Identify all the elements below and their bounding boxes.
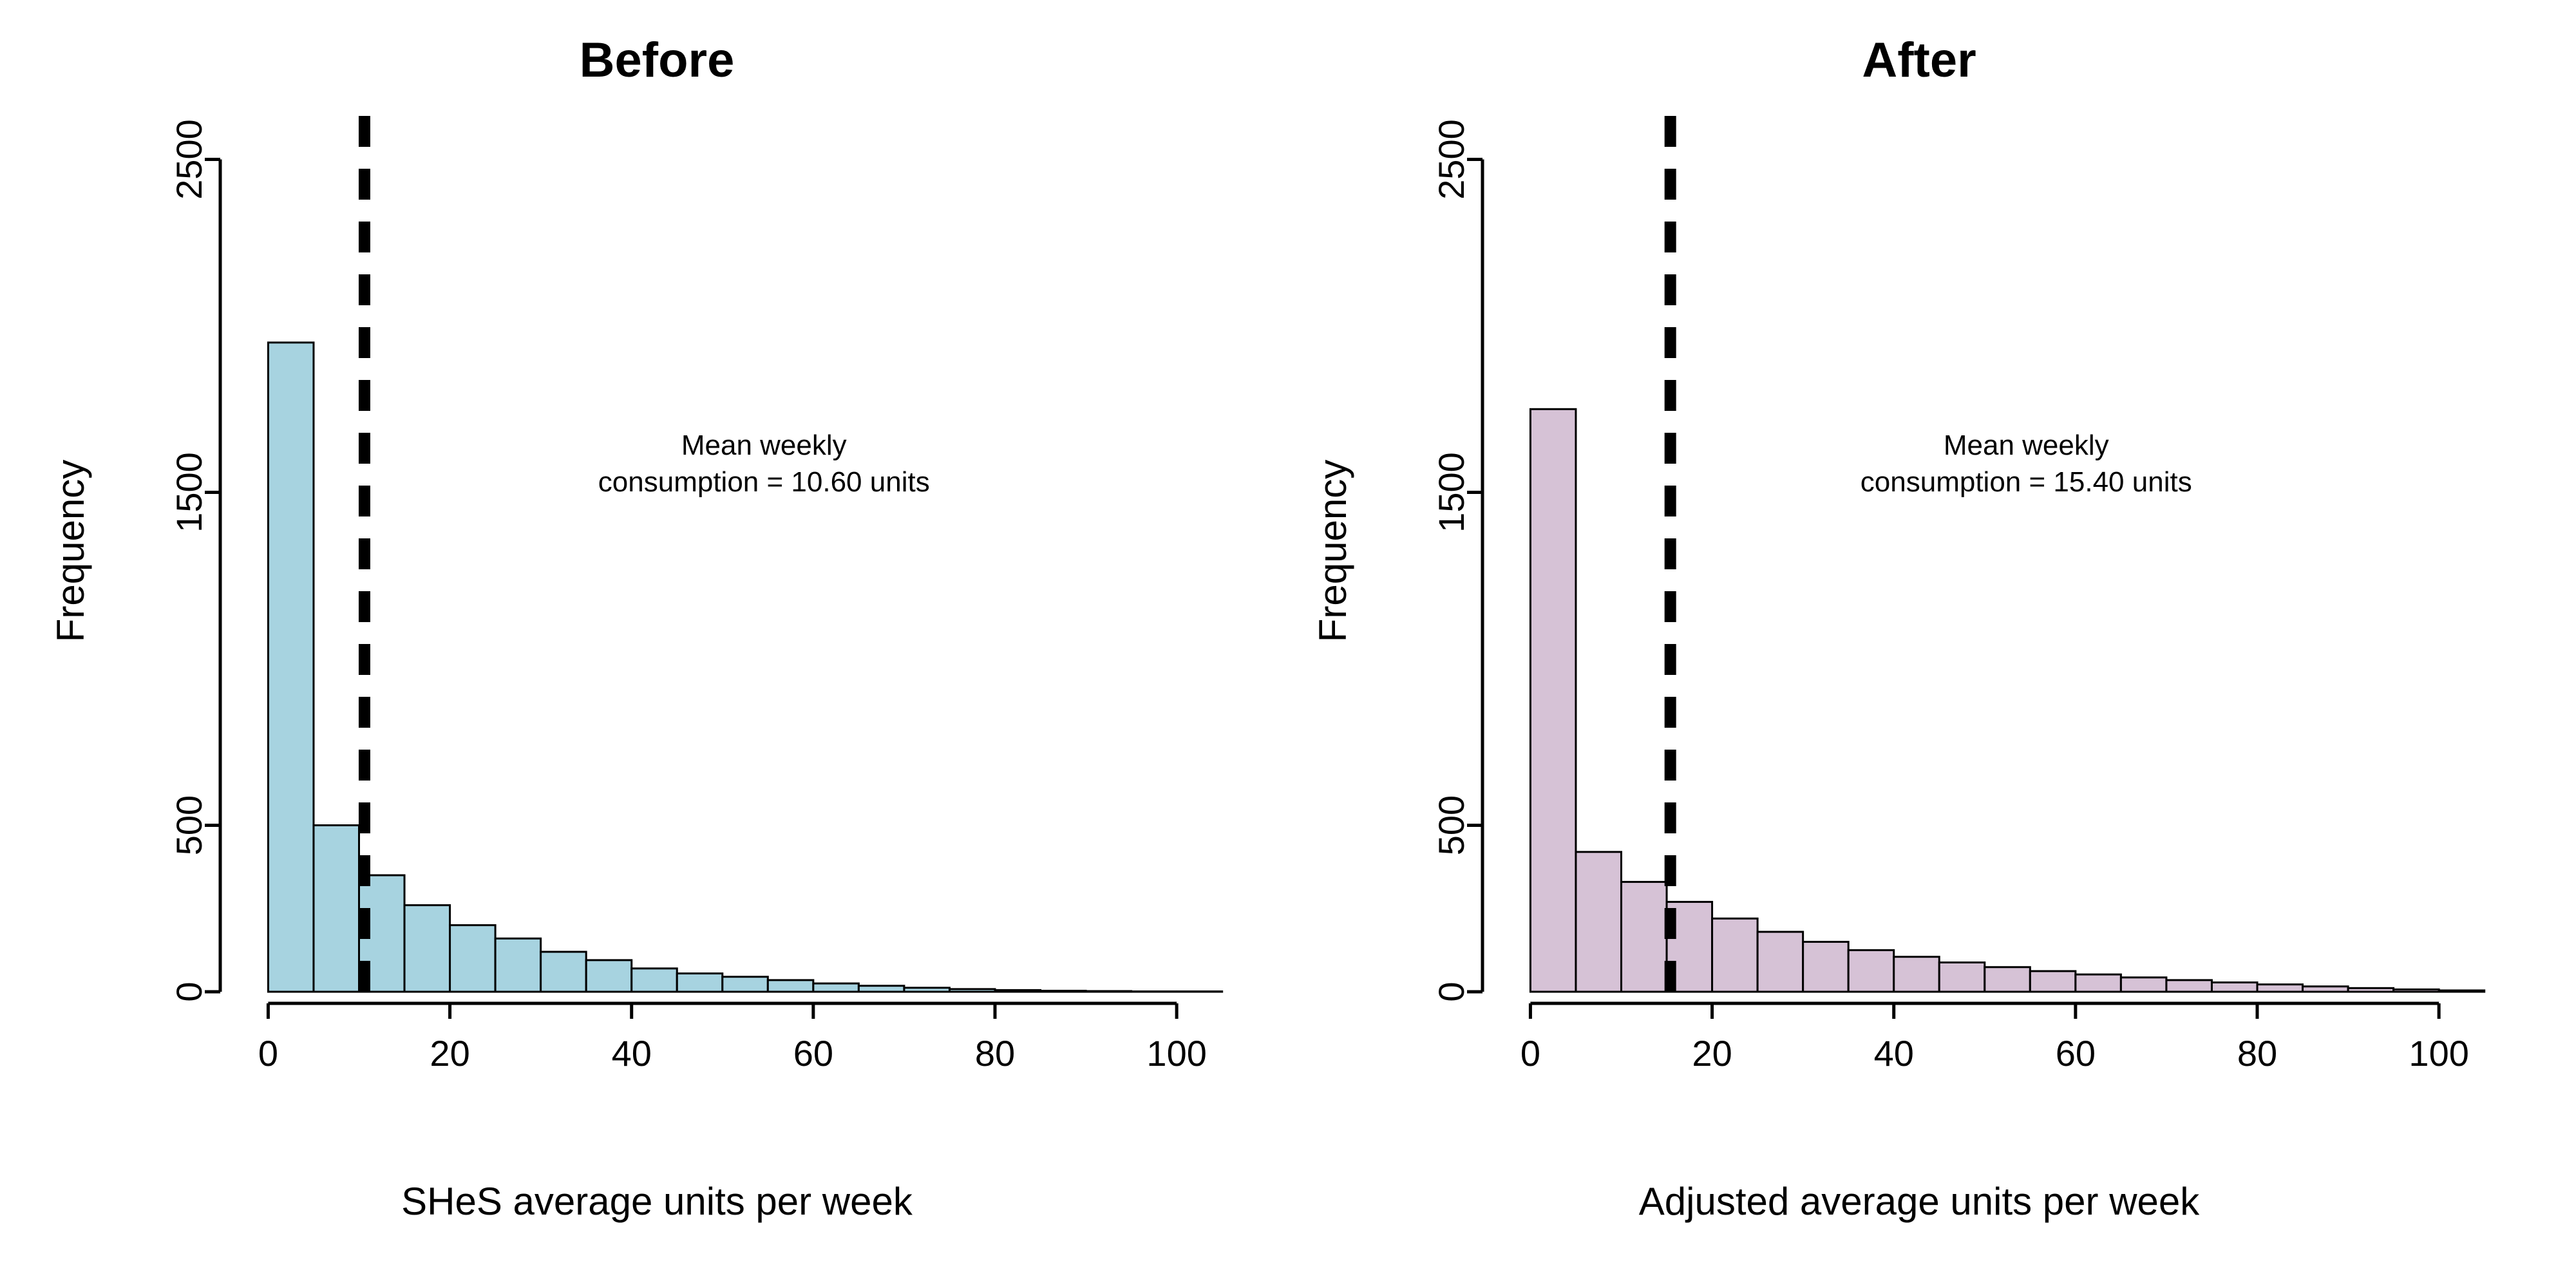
x-tick-label: 0 [1520,1033,1540,1074]
histogram-bar [314,826,359,992]
annotation-after-line1: Mean weekly [1944,430,2109,461]
histogram-bar [1985,967,2031,992]
histogram-bar [1622,882,1667,992]
histogram-bar [1041,990,1086,992]
histogram-bar [2303,987,2349,992]
annotation-after: Mean weekly consumption = 15.40 units [1861,427,2192,500]
histogram-bar [541,952,587,992]
histogram-bar [995,990,1041,992]
histogram-bar [586,960,632,992]
y-tick-label: 1500 [1431,452,1472,533]
y-tick-label: 2500 [1431,119,1472,200]
histogram-bar [904,988,950,992]
histogram-bar [2121,978,2166,992]
histogram-bar [949,989,995,992]
histogram-bar [1894,957,1940,992]
x-tick-label: 40 [1874,1033,1914,1074]
x-tick-label: 80 [975,1033,1015,1074]
histogram-bar [1848,950,1894,992]
histogram-bar [1576,852,1622,992]
histogram-bar [1803,942,1849,992]
x-tick-label: 100 [1146,1033,1206,1074]
histogram-bar [268,343,314,992]
histogram-bar [1132,991,1177,992]
histogram-bar [677,974,723,992]
histogram-bar [723,977,768,992]
y-tick-label: 500 [169,795,209,855]
histogram-bar [1939,963,1985,992]
annotation-before-line2: consumption = 10.60 units [598,466,930,498]
xlabel-before: SHeS average units per week [26,1179,1288,1224]
histogram-bar [2394,989,2439,992]
figure: Before Frequency 02040608010005001500250… [0,0,2576,1288]
xlabel-after: Adjusted average units per week [1288,1179,2550,1224]
histogram-bar [1086,991,1132,992]
histogram-bar [1530,409,1576,992]
histogram-bar [2076,974,2121,992]
histogram-bar [1177,991,1222,992]
histogram-bar [813,983,859,992]
histogram-bar [768,980,813,992]
histogram-bar [1712,918,1758,992]
annotation-before: Mean weekly consumption = 10.60 units [598,427,930,500]
histogram-bar [2166,980,2212,992]
histogram-bar [632,969,677,992]
panel-after: After Frequency 020406080100050015002500… [1288,26,2550,1262]
histogram-bar [2030,971,2076,992]
histogram-bar [2211,983,2257,992]
annotation-before-line1: Mean weekly [681,430,847,461]
histogram-bar [450,925,496,992]
histogram-bar [404,905,450,992]
histogram-bar [2439,990,2485,992]
x-tick-label: 0 [258,1033,278,1074]
y-tick-label: 500 [1431,795,1472,855]
x-tick-label: 20 [1692,1033,1732,1074]
y-tick-label: 0 [1431,981,1472,1001]
x-tick-label: 20 [430,1033,469,1074]
y-tick-label: 0 [169,981,209,1001]
annotation-after-line2: consumption = 15.40 units [1861,466,2192,498]
histogram-bar [858,986,904,992]
histogram-bar [1757,932,1803,992]
y-tick-label: 1500 [169,452,209,533]
plot-after: 0 20 40 60 80 100 0 500 1500 2500 [1288,26,2550,1262]
x-tick-label: 60 [2056,1033,2096,1074]
x-tick-label: 60 [793,1033,833,1074]
histogram-bar [2348,988,2394,992]
y-tick-label: 2500 [169,119,209,200]
histogram-bar [2257,985,2303,992]
panel-before: Before Frequency 02040608010005001500250… [26,26,1288,1262]
histogram-bar [495,938,541,992]
plot-before: 0 20 40 60 80 100 0 500 1500 2500 [26,26,1288,1262]
x-tick-label: 80 [2237,1033,2277,1074]
x-tick-label: 40 [612,1033,652,1074]
x-tick-label: 100 [2409,1033,2468,1074]
